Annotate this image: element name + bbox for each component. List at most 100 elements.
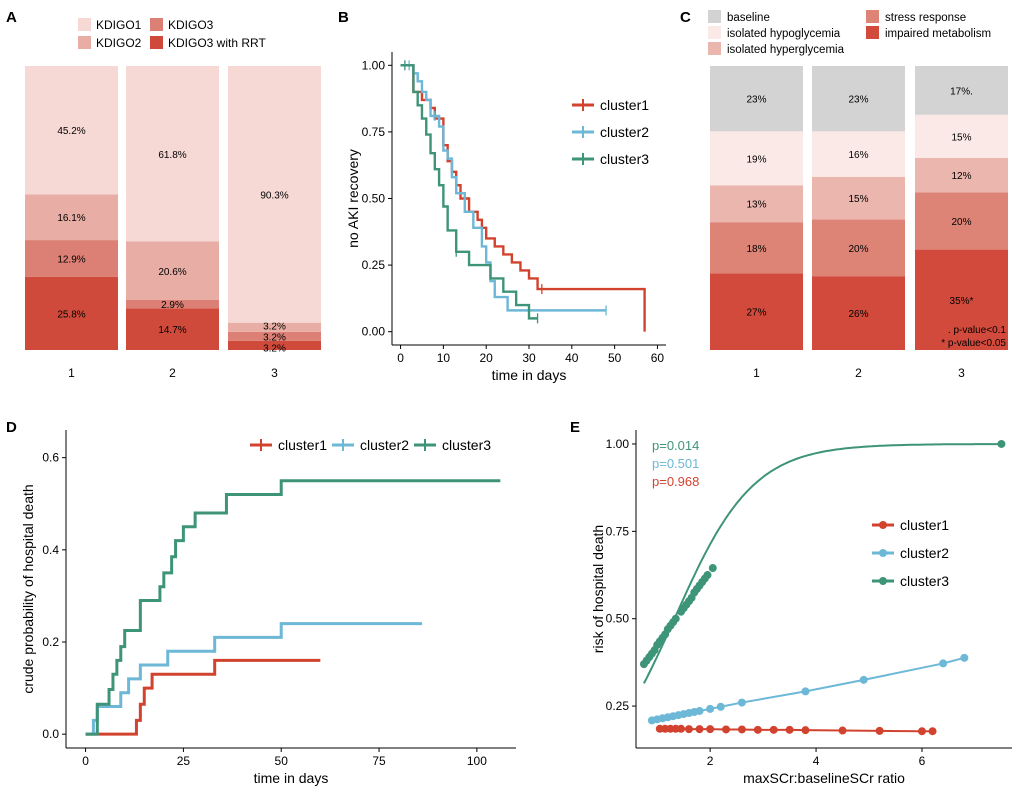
y-tick-label-d: 0.0 bbox=[42, 727, 59, 741]
data-point-e-cluster2 bbox=[695, 706, 704, 715]
legend-label-a: KDIGO1 bbox=[96, 18, 142, 32]
data-point-e-cluster3 bbox=[997, 439, 1006, 448]
data-label-a: 12.9% bbox=[57, 254, 85, 265]
data-label-c: 35%* bbox=[950, 296, 974, 307]
bar-c-2-stress-response bbox=[812, 219, 905, 277]
x-tick-label-d: 0 bbox=[82, 754, 89, 768]
data-point-e-cluster2 bbox=[737, 698, 746, 707]
legend-label-a: KDIGO3 bbox=[168, 18, 214, 32]
x-tick-label-b: 60 bbox=[651, 351, 665, 365]
bar-c-1-isolated-hypoglycemia bbox=[710, 131, 803, 186]
bar-a-1-kdigo3-with-rrt bbox=[25, 276, 118, 350]
legend-label-c: stress response bbox=[885, 12, 966, 24]
x-axis-title-e: maxSCr:baselineSCr ratio bbox=[743, 770, 905, 786]
data-label-c: 12% bbox=[951, 171, 971, 182]
legend-label-d: cluster2 bbox=[360, 437, 409, 453]
x-tick-label-e: 2 bbox=[707, 754, 714, 768]
series-line-d-cluster3 bbox=[85, 479, 501, 736]
bar-c-1-impaired-metabolism bbox=[710, 273, 803, 350]
legend-swatch-c bbox=[866, 10, 879, 23]
bar-a-1-kdigo3 bbox=[25, 240, 118, 277]
series-line-b-cluster2 bbox=[400, 64, 607, 312]
legend-label-a: KDIGO2 bbox=[96, 36, 142, 50]
y-axis-title-b: no AKI recovery bbox=[345, 149, 361, 248]
bar-c-1-isolated-hyperglycemia bbox=[710, 185, 803, 223]
data-label-c: 13% bbox=[746, 200, 766, 211]
panel-label-c: C bbox=[680, 9, 691, 26]
bar-c-3-impaired-metabolism bbox=[915, 249, 1008, 350]
data-label-c: 20% bbox=[848, 244, 868, 255]
data-point-e-cluster2 bbox=[801, 687, 810, 696]
data-point-e-cluster3 bbox=[671, 614, 680, 623]
legend-label-e: cluster1 bbox=[900, 517, 949, 533]
y-axis-title-e: risk of hospital death bbox=[590, 525, 606, 653]
x-tick-label-d: 75 bbox=[372, 754, 386, 768]
bar-a-3-kdigo3-with-rrt bbox=[228, 340, 321, 350]
fit-curve-e-cluster3 bbox=[643, 443, 1002, 684]
data-point-e-cluster1 bbox=[928, 727, 937, 736]
legend-swatch-a bbox=[78, 36, 91, 49]
x-axis-title-b: time in days bbox=[492, 367, 567, 383]
data-label-a: 3.2% bbox=[263, 343, 286, 354]
data-point-e-cluster1 bbox=[769, 725, 778, 734]
bar-c-2-isolated-hypoglycemia bbox=[812, 131, 905, 177]
data-label-a: 20.6% bbox=[158, 267, 186, 278]
data-point-e-cluster2 bbox=[939, 659, 948, 668]
p-value-cluster1: p=0.968 bbox=[652, 474, 699, 489]
data-point-e-cluster2 bbox=[960, 653, 969, 662]
data-point-e-cluster1 bbox=[706, 725, 715, 734]
bar-a-1-kdigo1 bbox=[25, 66, 118, 195]
legend-swatch-a bbox=[150, 18, 163, 31]
panel-label-d: D bbox=[6, 419, 17, 436]
x-axis-title-d: time in days bbox=[254, 770, 329, 786]
bar-a-3-kdigo2 bbox=[228, 322, 321, 332]
y-tick-label-b: 0.75 bbox=[362, 125, 386, 139]
data-point-e-cluster3 bbox=[708, 564, 717, 573]
y-tick-label-e: 0.50 bbox=[606, 612, 630, 626]
data-point-e-cluster1 bbox=[785, 725, 794, 734]
category-tick-a: 2 bbox=[169, 366, 176, 380]
series-line-b-cluster3 bbox=[400, 64, 538, 320]
legend-label-b: cluster3 bbox=[600, 151, 649, 167]
panel-label-b: B bbox=[338, 9, 349, 26]
data-label-c: 20% bbox=[951, 217, 971, 228]
data-label-c: 26% bbox=[848, 309, 868, 320]
data-label-a: 25.8% bbox=[57, 309, 85, 320]
bar-c-3-baseline bbox=[915, 66, 1008, 115]
y-tick-label-b: 1.00 bbox=[362, 58, 386, 72]
series-line-d-cluster1 bbox=[85, 658, 321, 736]
y-tick-label-e: 0.75 bbox=[606, 524, 630, 538]
legend-dot-e bbox=[879, 521, 887, 529]
legend-label-a: KDIGO3 with RRT bbox=[168, 36, 266, 50]
x-tick-label-b: 30 bbox=[522, 351, 536, 365]
y-tick-label-b: 0.50 bbox=[362, 192, 386, 206]
category-tick-a: 3 bbox=[271, 366, 278, 380]
legend-label-b: cluster1 bbox=[600, 97, 649, 113]
legend-label-c: isolated hyperglycemia bbox=[727, 44, 845, 56]
bar-a-3-kdigo3 bbox=[228, 331, 321, 341]
category-tick-a: 1 bbox=[68, 366, 75, 380]
legend-swatch-c bbox=[708, 26, 721, 39]
data-point-e-cluster2 bbox=[706, 704, 715, 713]
legend-swatch-a bbox=[150, 36, 163, 49]
bar-c-2-impaired-metabolism bbox=[812, 276, 905, 350]
legend-swatch-a bbox=[78, 18, 91, 31]
data-label-c: 23% bbox=[746, 95, 766, 106]
data-label-a: 16.1% bbox=[57, 213, 85, 224]
legend-label-c: isolated hypoglycemia bbox=[727, 28, 841, 40]
data-point-e-cluster1 bbox=[695, 725, 704, 734]
data-label-a: 3.2% bbox=[263, 321, 286, 332]
legend-label-c: impaired metabolism bbox=[885, 28, 991, 40]
data-point-e-cluster1 bbox=[722, 725, 731, 734]
x-tick-label-d: 50 bbox=[275, 754, 289, 768]
data-label-a: 90.3% bbox=[260, 190, 288, 201]
p-value-cluster3: p=0.014 bbox=[652, 438, 699, 453]
legend-label-b: cluster2 bbox=[600, 124, 649, 140]
data-point-e-cluster1 bbox=[801, 726, 810, 735]
series-line-d-cluster2 bbox=[85, 622, 423, 736]
data-point-e-cluster1 bbox=[753, 725, 762, 734]
y-tick-label-b: 0.00 bbox=[362, 325, 386, 339]
x-tick-label-d: 100 bbox=[467, 754, 487, 768]
bar-c-1-baseline bbox=[710, 66, 803, 132]
legend-dot-e bbox=[879, 577, 887, 585]
